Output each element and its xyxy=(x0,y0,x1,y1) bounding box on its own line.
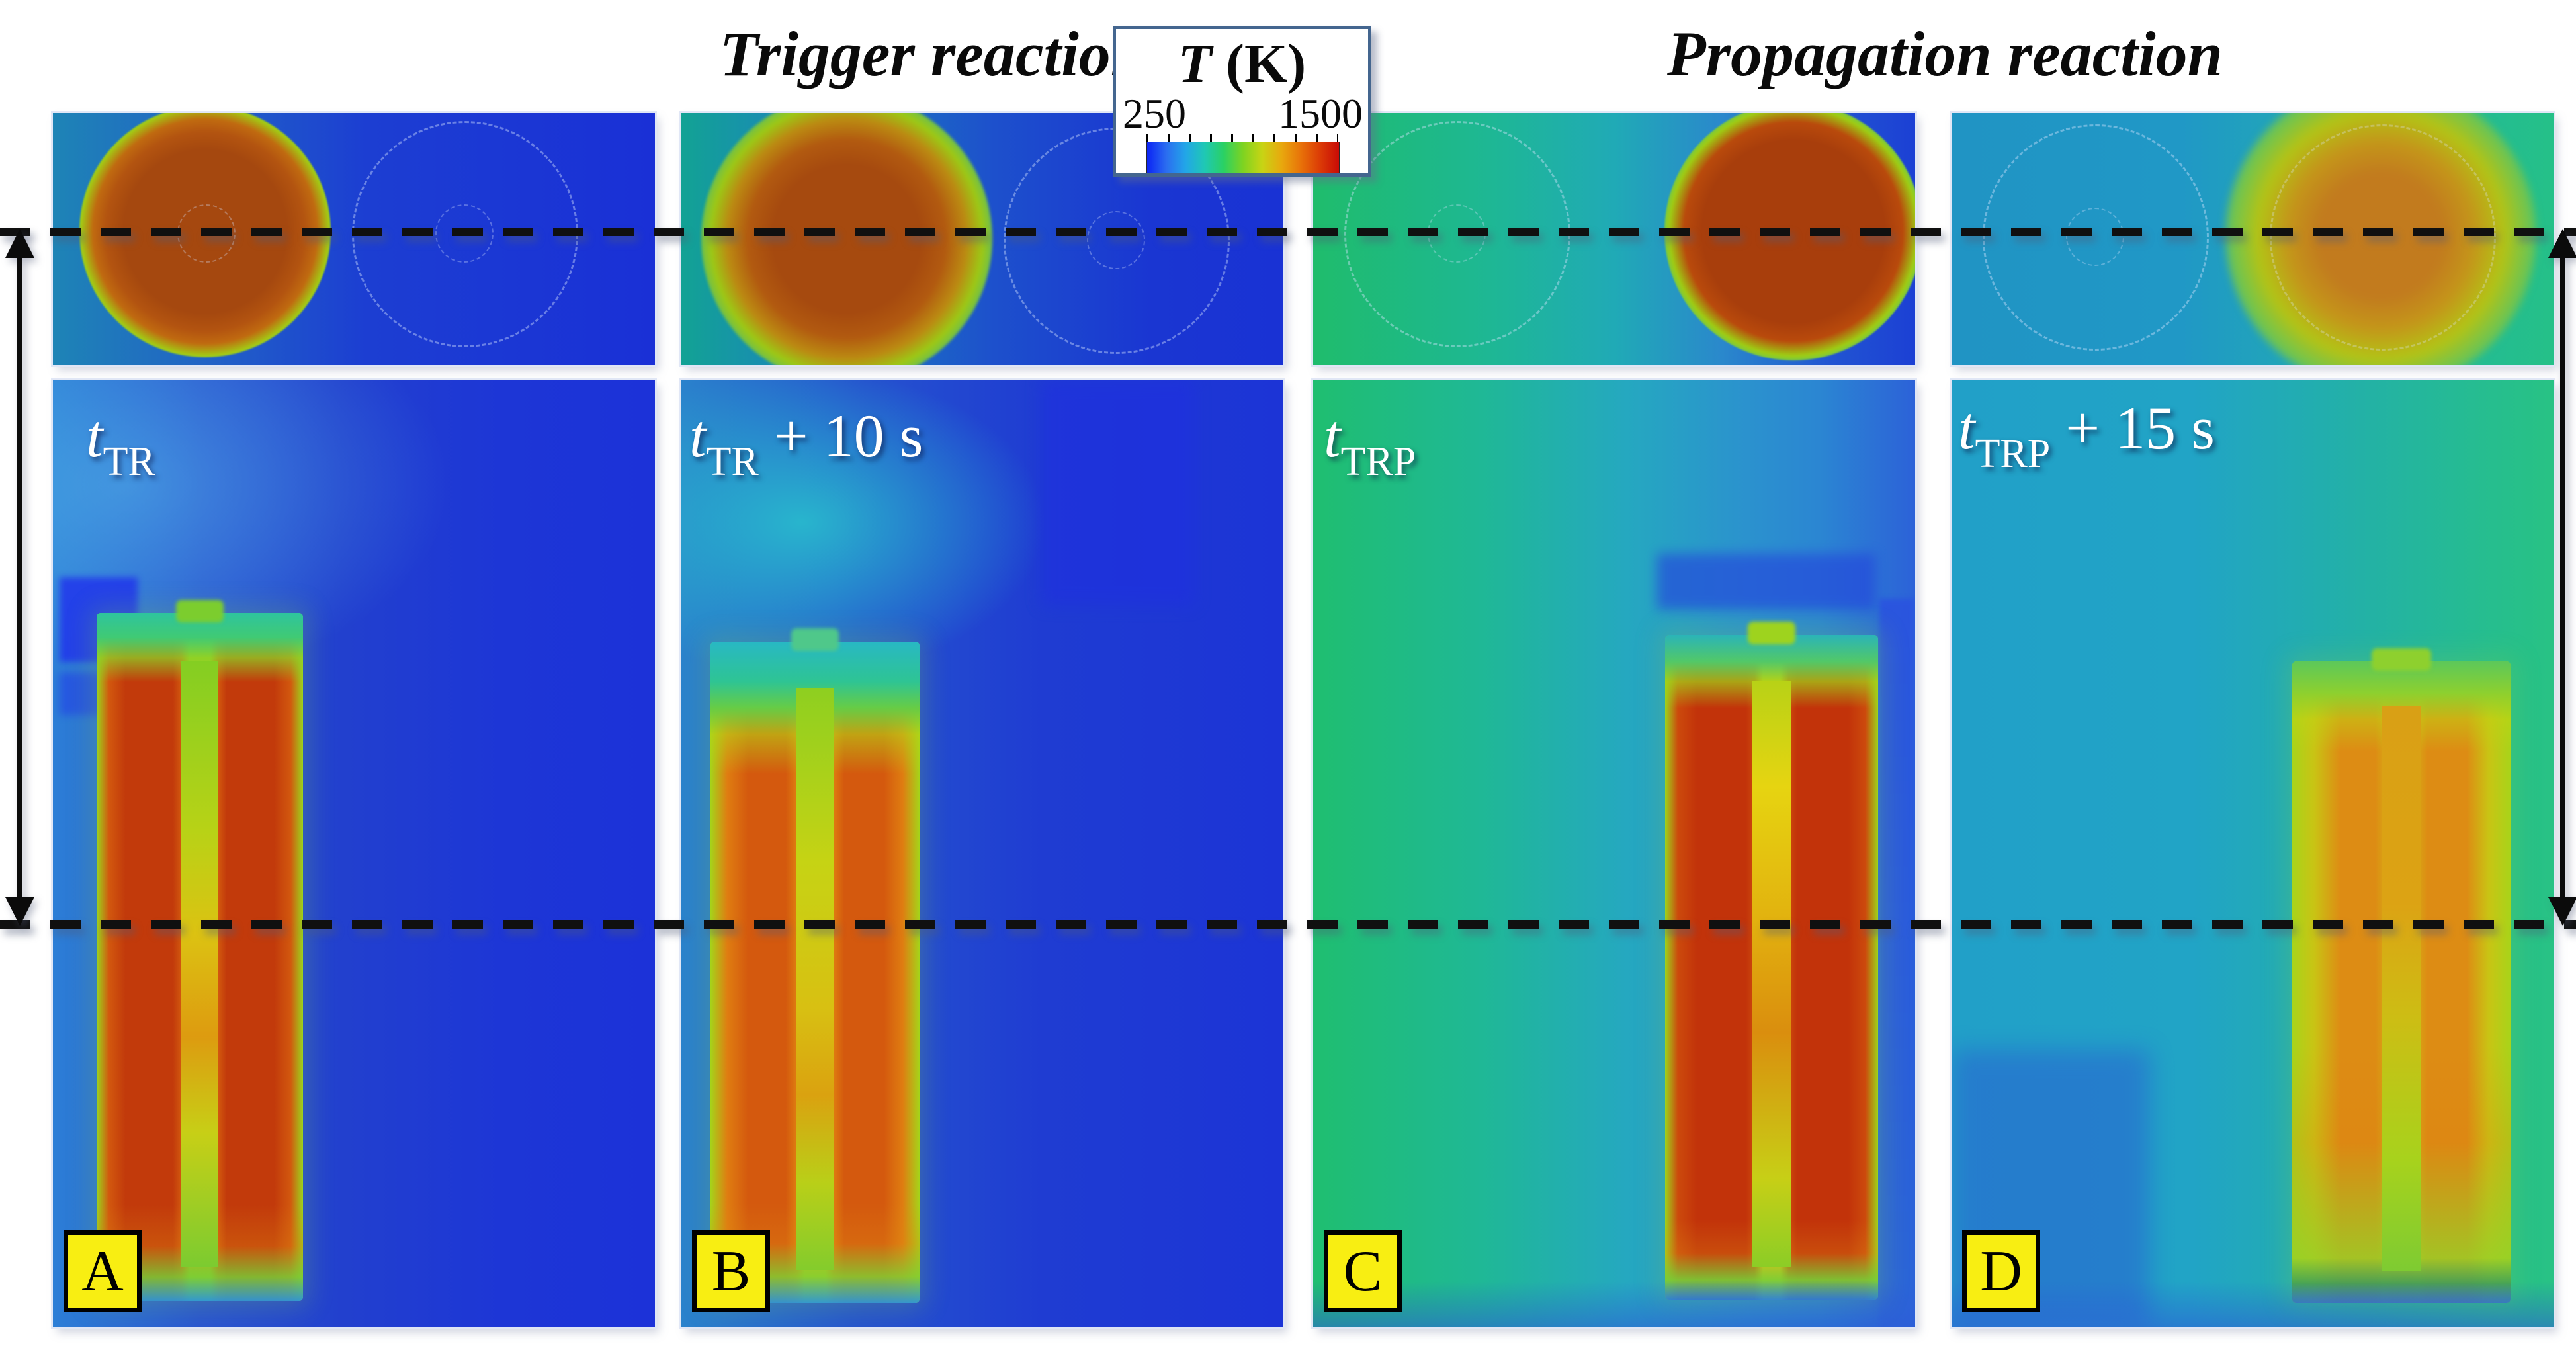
cold-base-strip xyxy=(1952,1281,2554,1327)
cold-patch xyxy=(1042,380,1194,605)
colorbar-gradient xyxy=(1146,142,1340,173)
arrowhead-down-icon xyxy=(2548,897,2576,926)
hot-cell-spot xyxy=(701,113,992,365)
colorbar-range-labels: 250 1500 xyxy=(1123,93,1363,135)
cell-cross-section xyxy=(710,628,920,1303)
cell-cross-section xyxy=(2292,648,2511,1303)
colorbar-title: T (K) xyxy=(1178,33,1307,95)
panel-a-side-view: tTR A xyxy=(53,380,655,1327)
cell-core-stripe xyxy=(181,661,219,1267)
heated-cell-outline xyxy=(2270,124,2496,351)
colorbar-ticks xyxy=(1146,134,1338,142)
cold-cell-outline xyxy=(1983,124,2209,351)
panel-letter-badge: C xyxy=(1324,1230,1402,1312)
time-label: tTR xyxy=(86,402,155,484)
panel-d-side-view: tTRP + 15 s D xyxy=(1952,380,2554,1327)
cell-core-stripe xyxy=(1752,681,1791,1267)
cell-core-stripe xyxy=(2382,706,2421,1271)
panel-letter-badge: D xyxy=(1962,1230,2040,1312)
arrow-shaft xyxy=(17,239,22,915)
cell-cross-section xyxy=(1665,622,1878,1300)
arrow-shaft xyxy=(2560,239,2565,915)
panel-letter-badge: B xyxy=(692,1230,770,1312)
colorbar: T (K) 250 1500 xyxy=(1113,26,1371,177)
cell-tab xyxy=(791,628,839,651)
cross-section-line-top xyxy=(0,228,2576,236)
panel-d-top-view xyxy=(1952,113,2554,365)
trigger-reaction-title: Trigger reaction xyxy=(719,19,1146,89)
panel-c-side-view: tTRP C xyxy=(1313,380,1915,1327)
time-label: tTRP + 15 s xyxy=(1958,394,2215,476)
panel-a-top-view xyxy=(53,113,655,365)
cell-cross-section xyxy=(97,600,303,1301)
cell-tab xyxy=(2372,648,2431,671)
cold-base-strip xyxy=(1313,1281,1915,1327)
hot-cell-spot xyxy=(1664,113,1915,360)
cold-cell-core-outline xyxy=(1087,211,1145,269)
cell-tab xyxy=(176,600,224,622)
propagation-reaction-title: Propagation reaction xyxy=(1666,19,2223,89)
panel-b-side-view: tTR + 10 s B xyxy=(681,380,1283,1327)
colorbar-min-label: 250 xyxy=(1123,90,1186,137)
time-label: tTRP xyxy=(1324,402,1416,484)
height-extent-arrow-right xyxy=(2548,229,2576,926)
panel-letter-badge: A xyxy=(64,1230,142,1312)
cold-patch xyxy=(1657,554,1875,609)
cell-core-stripe xyxy=(796,688,834,1270)
cold-edge-strip xyxy=(1879,599,1915,1327)
cell-tab xyxy=(1748,622,1795,644)
cold-cell-core-outline xyxy=(2066,208,2124,266)
arrowhead-down-icon xyxy=(5,897,34,926)
panel-c-top-view xyxy=(1313,113,1915,365)
time-label: tTR + 10 s xyxy=(689,402,923,484)
cross-section-line-bottom xyxy=(0,920,2576,929)
colorbar-max-label: 1500 xyxy=(1278,90,1363,137)
height-extent-arrow-left xyxy=(5,229,34,926)
